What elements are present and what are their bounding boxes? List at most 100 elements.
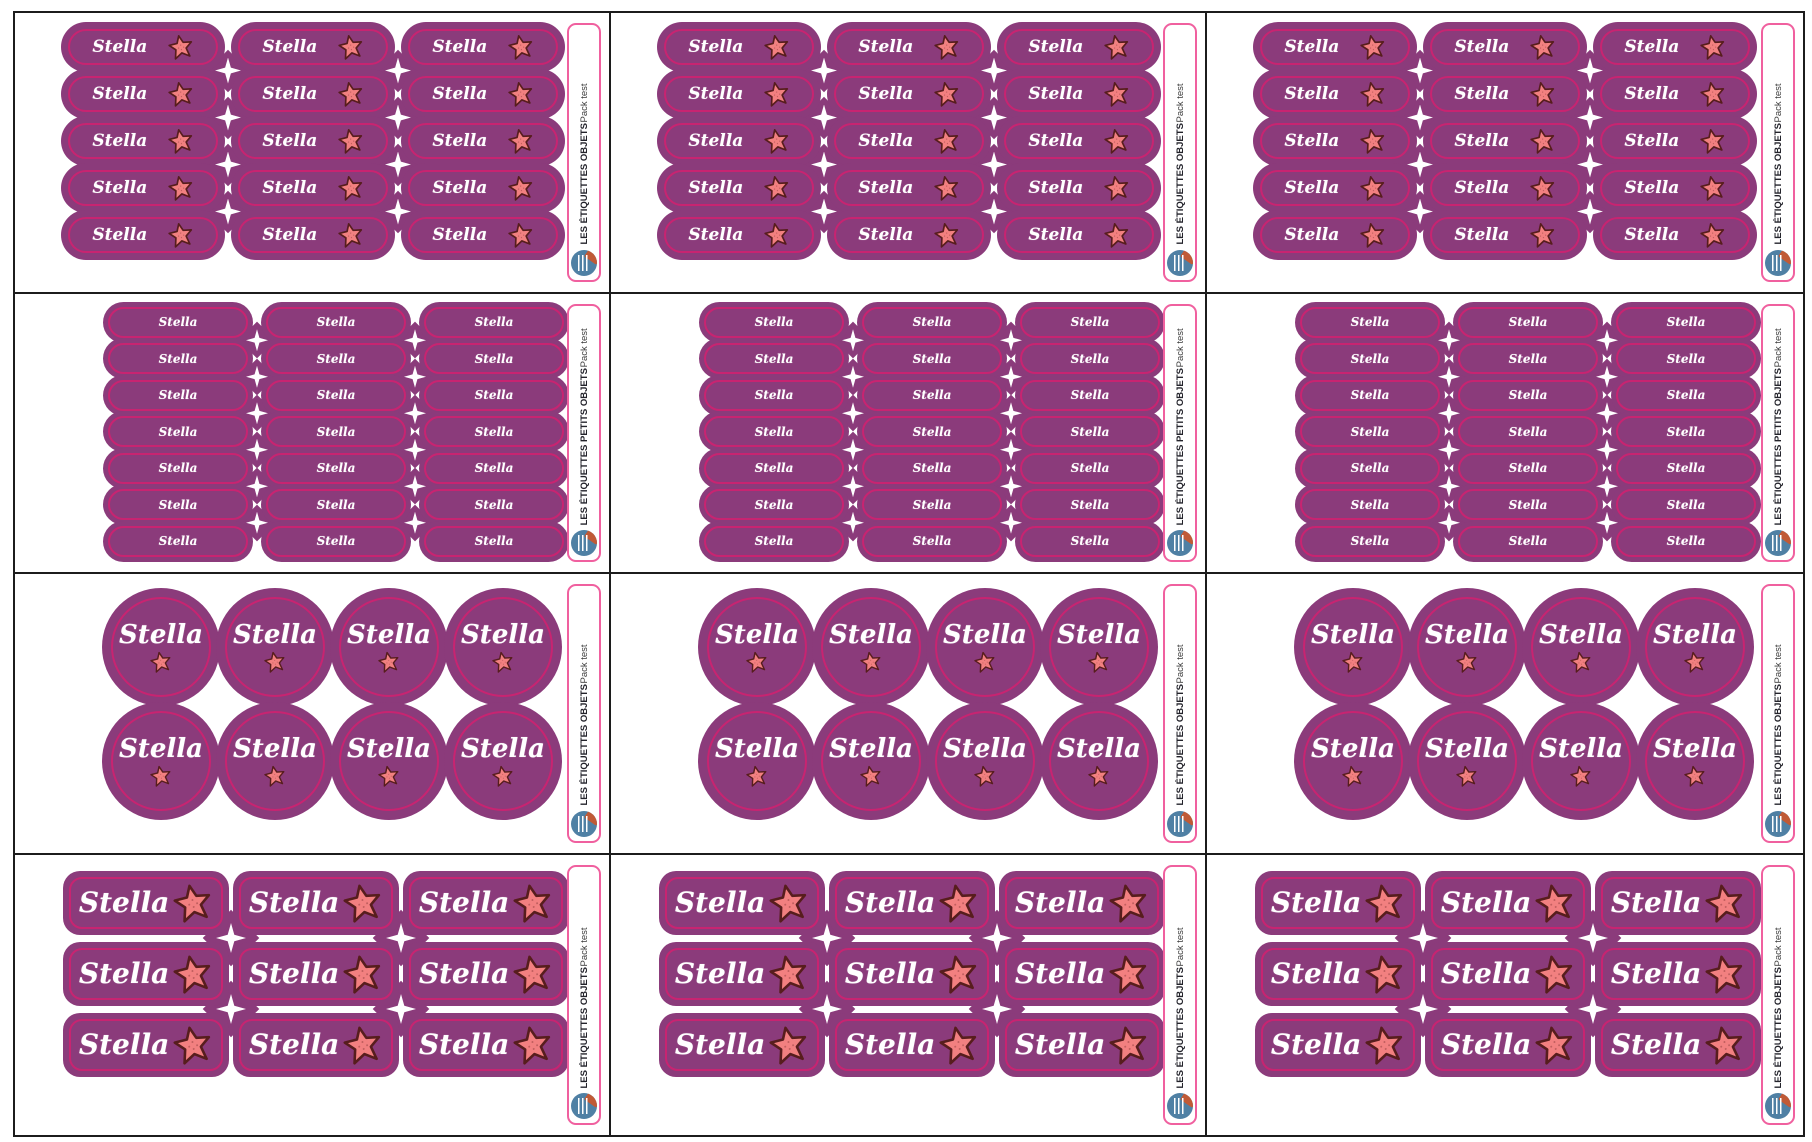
name-label-pill: Stella xyxy=(103,484,253,525)
label-content: Stella xyxy=(419,448,569,489)
label-content: Stella xyxy=(829,942,995,1006)
label-inner-border xyxy=(68,217,218,253)
label-inner-border xyxy=(266,489,406,520)
name-text: Stella xyxy=(316,534,356,548)
pack-type-label: LES ÉTIQUETTES OBJETS xyxy=(1772,966,1784,1088)
name-label-rounded-rect: Stella xyxy=(63,870,229,935)
label-content: Stella xyxy=(1295,338,1445,379)
label-sheet-panel-rect-labels-with-star-2: Stella Stella Stella Stella Stella Stella Stel… xyxy=(611,854,1207,1135)
name-text: Stella xyxy=(688,224,744,245)
label-inner-border xyxy=(1431,1018,1585,1071)
label-inner-border xyxy=(862,489,1002,520)
name-label-pill: Stella xyxy=(1015,411,1165,452)
starfish-icon xyxy=(1456,765,1478,787)
name-text: Stella xyxy=(1028,36,1084,57)
name-label-pill: Stella xyxy=(699,338,849,379)
label-inner-border xyxy=(111,711,211,811)
label-inner-border xyxy=(424,452,564,484)
label-content: Stella xyxy=(1423,69,1587,119)
label-content: Stella xyxy=(1595,871,1761,935)
starfish-icon xyxy=(939,1025,979,1065)
starfish-icon xyxy=(513,883,553,923)
brand-logo xyxy=(1765,530,1791,556)
label-inner-border xyxy=(1616,306,1756,338)
name-label-pill: Stella xyxy=(699,411,849,452)
label-inner-border xyxy=(266,379,406,411)
starfish-icon xyxy=(1359,175,1386,201)
name-text: Stella xyxy=(418,885,510,919)
name-text: Stella xyxy=(432,177,488,198)
name-text: Stella xyxy=(1666,315,1706,329)
name-text: Stella xyxy=(674,1027,766,1061)
label-content: Stella xyxy=(102,588,220,706)
label-content: Stella xyxy=(103,302,253,343)
name-text: Stella xyxy=(262,224,318,245)
name-text: Stella xyxy=(92,224,148,245)
label-content: Stella xyxy=(1040,588,1158,706)
label-inner-border xyxy=(1020,452,1160,484)
name-label-pill: Stella xyxy=(1295,484,1445,525)
name-label-pill: Stella xyxy=(1453,411,1603,452)
name-text: Stella xyxy=(1028,224,1084,245)
label-inner-border xyxy=(1458,379,1598,411)
label-content: Stella xyxy=(102,702,220,820)
label-content: Stella xyxy=(1595,942,1761,1006)
label-inner-border xyxy=(1300,306,1440,338)
label-content: Stella xyxy=(1253,163,1417,213)
name-text: Stella xyxy=(754,497,794,512)
name-text: Stella xyxy=(1610,885,1702,919)
name-text: Stella xyxy=(1028,83,1084,104)
label-content: Stella xyxy=(857,521,1007,562)
label-inner-border xyxy=(704,306,844,338)
name-label-pill: Stella xyxy=(231,163,395,213)
panel-sidebar: LES ÉTIQUETTES OBJETS Pack test xyxy=(1163,864,1197,1125)
starfish-icon xyxy=(746,651,768,673)
starfish-icon xyxy=(1359,128,1386,154)
name-label-pill: Stella xyxy=(1295,338,1445,379)
starfish-icon xyxy=(1456,651,1478,673)
label-content: Stella xyxy=(827,163,991,213)
name-label-circle: Stella xyxy=(926,702,1044,820)
name-label-circle: Stella xyxy=(1040,588,1158,706)
label-inner-border xyxy=(1005,947,1159,1000)
label-content: Stella xyxy=(103,484,253,525)
starfish-icon xyxy=(939,883,979,923)
name-text: Stella xyxy=(829,733,913,764)
label-content: Stella xyxy=(1015,521,1165,562)
label-content: Stella xyxy=(1425,871,1591,935)
name-text: Stella xyxy=(754,461,794,475)
label-content: Stella xyxy=(1611,375,1761,416)
name-text: Stella xyxy=(912,351,952,366)
name-text: Stella xyxy=(1539,733,1623,764)
label-content: Stella xyxy=(63,871,229,935)
name-label-pill: Stella xyxy=(997,210,1161,260)
name-text: Stella xyxy=(715,733,799,764)
label-content: Stella xyxy=(699,521,849,562)
label-inner-border xyxy=(1260,217,1410,253)
starfish-icon xyxy=(167,34,194,60)
label-content: Stella xyxy=(1453,375,1603,416)
name-label-circle: Stella xyxy=(1294,588,1412,706)
name-label-pill: Stella xyxy=(231,210,395,260)
label-content: Stella xyxy=(233,942,399,1006)
label-content: Stella xyxy=(261,411,411,452)
label-content: Stella xyxy=(999,1013,1165,1077)
label-inner-border xyxy=(238,123,388,159)
starfish-icon xyxy=(933,175,960,201)
label-content: Stella xyxy=(216,702,334,820)
starfish-icon xyxy=(1088,651,1110,673)
starfish-icon xyxy=(860,765,882,787)
label-content: Stella xyxy=(1255,871,1421,935)
name-label-pill: Stella xyxy=(61,69,225,119)
label-content: Stella xyxy=(699,448,849,489)
name-label-rounded-rect: Stella xyxy=(1255,1012,1421,1077)
name-label-pill: Stella xyxy=(1295,447,1445,489)
name-text: Stella xyxy=(1653,733,1737,764)
starfish-icon xyxy=(1103,128,1130,154)
name-label-circle: Stella xyxy=(698,702,816,820)
label-inner-border xyxy=(1020,379,1160,411)
name-text: Stella xyxy=(432,130,488,151)
starfish-icon xyxy=(337,128,364,154)
logo-text-lines xyxy=(1174,535,1186,551)
starfish-icon xyxy=(1109,883,1149,923)
